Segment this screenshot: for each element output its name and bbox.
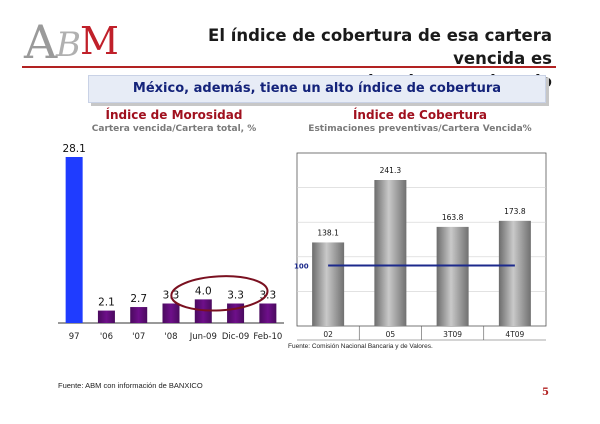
source-left: Fuente: ABM con información de BANXICO	[58, 381, 203, 390]
title-divider	[22, 66, 556, 68]
cobertura-value-label: 173.8	[504, 207, 526, 216]
logo-letter-a: A	[23, 15, 58, 64]
morosidad-category-label: '07	[132, 332, 145, 342]
cobertura-bar	[312, 242, 345, 326]
cobertura-bar	[436, 226, 469, 326]
cobertura-value-label: 138.1	[317, 228, 339, 237]
cobertura-title: Índice de Cobertura	[352, 108, 488, 122]
reference-line-label: 100	[294, 262, 309, 270]
cobertura-bar	[374, 180, 407, 326]
logo-letter-m: M	[80, 19, 119, 63]
logo-letter-b: B	[55, 25, 81, 64]
source-right: Fuente: Comisión Nacional Bancaria y de …	[288, 343, 433, 350]
cobertura-value-label: 163.8	[442, 213, 464, 222]
cobertura-bar	[498, 220, 531, 326]
morosidad-category-label: Dic-09	[222, 332, 249, 342]
highlight-circle	[170, 275, 269, 312]
cobertura-subtitle: Estimaciones preventivas/Cartera Vencida…	[308, 124, 532, 134]
banner: México, además, tiene un alto índice de …	[88, 75, 546, 103]
page-number: 5	[542, 387, 549, 398]
slide-title-line-1: El índice de cobertura de esa cartera ve…	[208, 26, 552, 68]
abm-logo: A B M	[23, 15, 119, 64]
morosidad-title: Índice de Morosidad	[105, 108, 243, 122]
cobertura-category-label: 02	[323, 330, 333, 339]
morosidad-bar	[130, 307, 148, 323]
morosidad-value-label: 2.7	[130, 293, 147, 305]
cobertura-category-label: 4T09	[505, 330, 524, 339]
morosidad-category-label: '08	[164, 332, 177, 342]
morosidad-bar	[97, 310, 115, 323]
cobertura-category-label: 05	[386, 330, 396, 339]
morosidad-category-label: Jun-09	[189, 332, 217, 342]
cobertura-category-label: 3T09	[443, 330, 462, 339]
morosidad-category-label: 97	[69, 332, 80, 342]
morosidad-bar	[65, 157, 83, 323]
morosidad-value-label: 28.1	[62, 143, 85, 155]
morosidad-subtitle: Cartera vencida/Cartera total, %	[91, 124, 257, 134]
morosidad-value-label: 3.3	[227, 290, 244, 302]
morosidad-bar	[259, 303, 277, 323]
morosidad-category-label: Feb-10	[253, 332, 282, 342]
morosidad-category-label: '06	[100, 332, 113, 342]
morosidad-bar	[162, 303, 180, 323]
morosidad-value-label: 4.0	[195, 285, 212, 297]
morosidad-value-label: 2.1	[98, 297, 115, 309]
cobertura-value-label: 241.3	[380, 166, 402, 175]
